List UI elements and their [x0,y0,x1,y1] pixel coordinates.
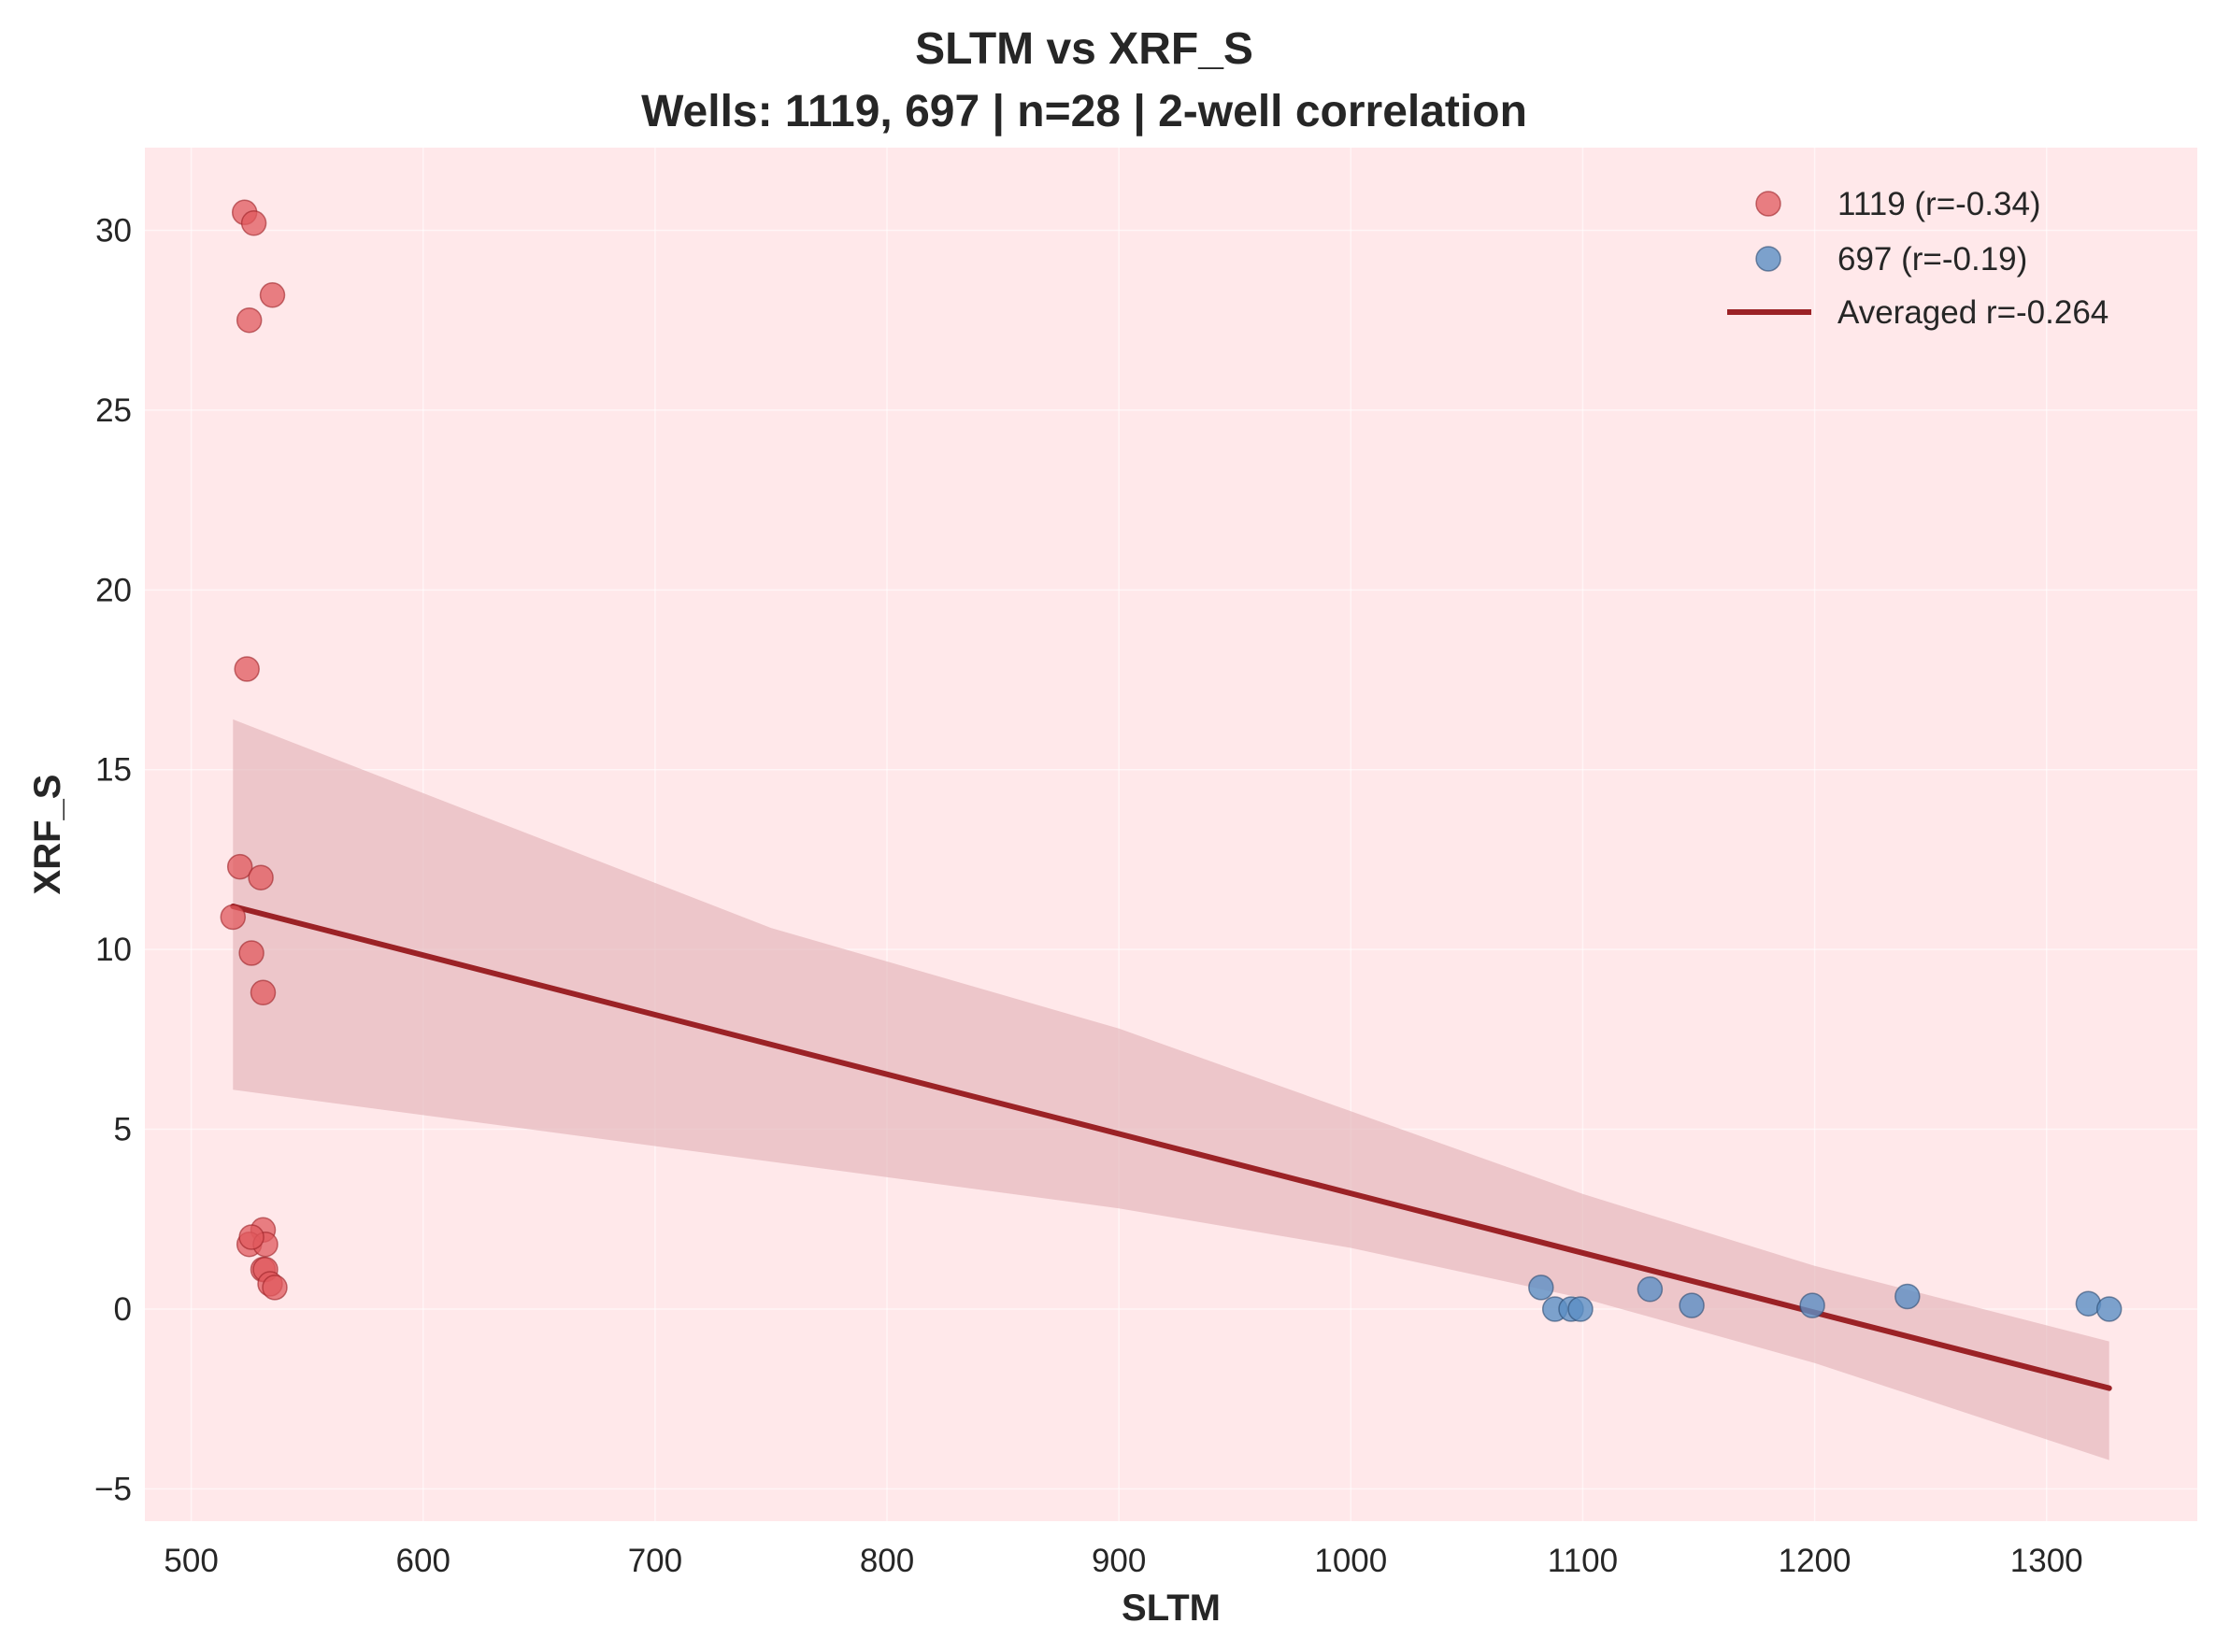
x-tick-label: 1000 [1314,1543,1387,1579]
fit-line [230,903,2112,1391]
point-1119 [236,306,263,334]
y-tick-label: 10 [95,932,132,968]
point-1119 [250,979,277,1006]
legend-marker-1119 [1755,191,1781,217]
legend-label-697: 697 (r=-0.19) [1837,241,2027,278]
point-1119 [240,210,267,236]
point-1119 [259,282,286,308]
point-697 [1799,1292,1825,1318]
y-ticks: −5 0 5 10 15 20 25 30 [94,213,132,1508]
point-1119 [226,853,253,880]
confidence-band-area [233,719,2109,1460]
y-tick-label: 20 [95,572,132,608]
x-tick-label: 700 [628,1543,682,1579]
point-1119 [238,940,264,966]
x-tick-label: 800 [860,1543,914,1579]
y-tick-label: 0 [114,1291,132,1328]
point-697 [2095,1296,2123,1322]
point-1119 [220,904,247,931]
confidence-band [233,719,2109,1460]
x-tick-label: 600 [396,1543,450,1579]
chart-title: SLTM vs XRF_S [915,24,1253,74]
point-1119 [248,864,274,890]
x-tick-label: 1200 [1779,1543,1851,1579]
point-1119 [262,1275,288,1301]
point-697 [1894,1283,1921,1310]
y-axis-label: XRF_S [27,775,68,895]
y-tick-label: 30 [95,213,132,249]
legend-label-fit: Averaged r=-0.264 [1837,294,2109,331]
point-697 [1679,1292,1705,1318]
point-697 [1528,1275,1554,1301]
fit-line-layer [230,903,2112,1391]
point-1119 [238,1224,264,1250]
scatter-points [220,199,2123,1322]
x-axis-label: SLTM [1122,1588,1221,1629]
legend-marker-697 [1755,246,1781,272]
legend: 1119 (r=-0.34) 697 (r=-0.19) Averaged r=… [1727,186,2109,331]
y-tick-label: 15 [95,752,132,789]
point-1119 [234,656,260,682]
x-ticks: 500 600 700 800 900 1000 1100 1200 1300 [164,1543,2082,1579]
x-tick-label: 1100 [1548,1543,1618,1579]
point-697 [1567,1296,1594,1322]
x-tick-label: 900 [1092,1543,1146,1579]
y-tick-label: 5 [114,1112,132,1148]
y-tick-label: −5 [94,1471,132,1507]
x-tick-label: 1300 [2010,1543,2083,1579]
chart-subtitle: Wells: 1119, 697 | n=28 | 2-well correla… [641,87,1527,136]
y-tick-label: 25 [95,392,132,429]
x-tick-label: 500 [164,1543,218,1579]
point-697 [1637,1276,1664,1303]
legend-label-1119: 1119 (r=-0.34) [1837,186,2041,222]
